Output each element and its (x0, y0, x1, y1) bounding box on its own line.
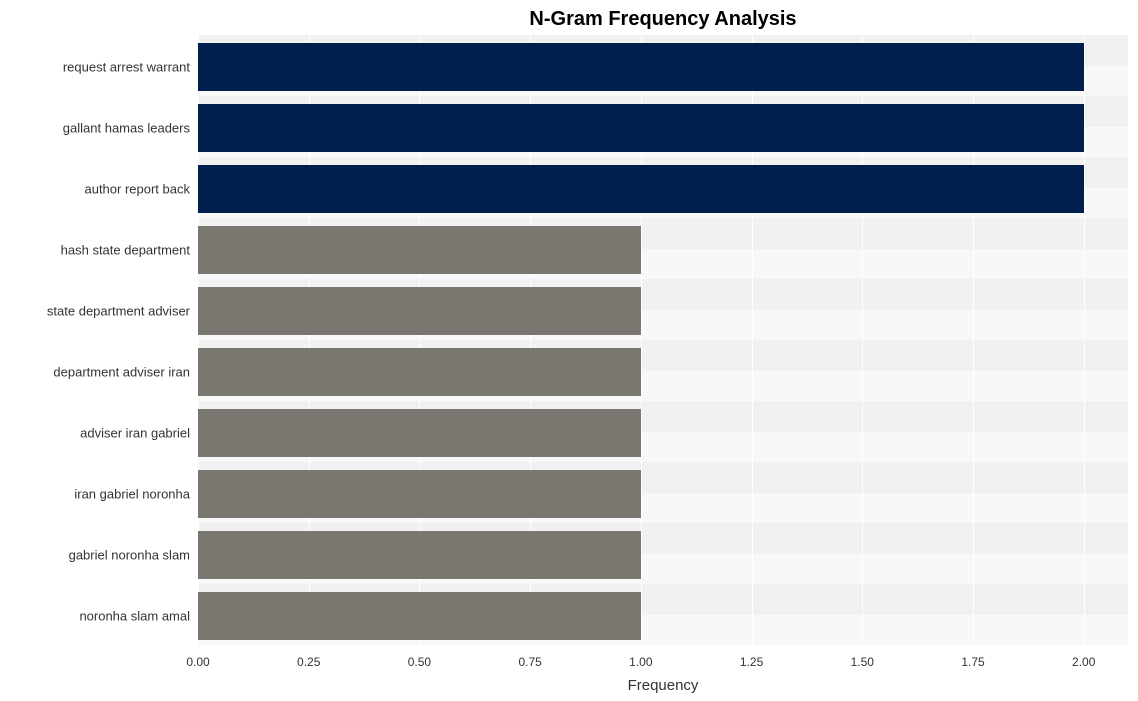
x-axis-label: Frequency (198, 645, 1128, 694)
bar (198, 226, 641, 274)
bar (198, 165, 1084, 213)
bar (198, 43, 1084, 91)
y-tick-label: adviser iran gabriel (80, 425, 198, 440)
bar (198, 104, 1084, 152)
bar (198, 409, 641, 457)
y-tick-label: author report back (84, 181, 198, 196)
x-tick-label: 1.50 (851, 645, 874, 669)
y-tick-label: department adviser iran (53, 364, 198, 379)
bar (198, 470, 641, 518)
chart-title: N-Gram Frequency Analysis (529, 8, 796, 31)
x-tick-label: 1.00 (629, 645, 652, 669)
bar (198, 348, 641, 396)
bar (198, 531, 641, 579)
grid-line (1084, 35, 1085, 645)
x-tick-label: 2.00 (1072, 645, 1095, 669)
x-tick-label: 0.75 (518, 645, 541, 669)
x-tick-label: 0.25 (297, 645, 320, 669)
x-tick-label: 1.25 (740, 645, 763, 669)
y-tick-label: hash state department (61, 242, 198, 257)
bar (198, 287, 641, 335)
y-tick-label: request arrest warrant (63, 59, 198, 74)
y-tick-label: state department adviser (47, 303, 198, 318)
x-tick-label: 0.00 (186, 645, 209, 669)
x-tick-label: 1.75 (961, 645, 984, 669)
y-tick-label: iran gabriel noronha (74, 486, 198, 501)
y-tick-label: noronha slam amal (79, 608, 198, 623)
x-tick-label: 0.50 (408, 645, 431, 669)
y-tick-label: gallant hamas leaders (63, 120, 198, 135)
bar (198, 592, 641, 640)
plot-area: Frequency 0.000.250.500.751.001.251.501.… (198, 35, 1128, 645)
y-tick-label: gabriel noronha slam (69, 547, 198, 562)
ngram-frequency-chart: N-Gram Frequency Analysis Frequency 0.00… (0, 0, 1138, 701)
